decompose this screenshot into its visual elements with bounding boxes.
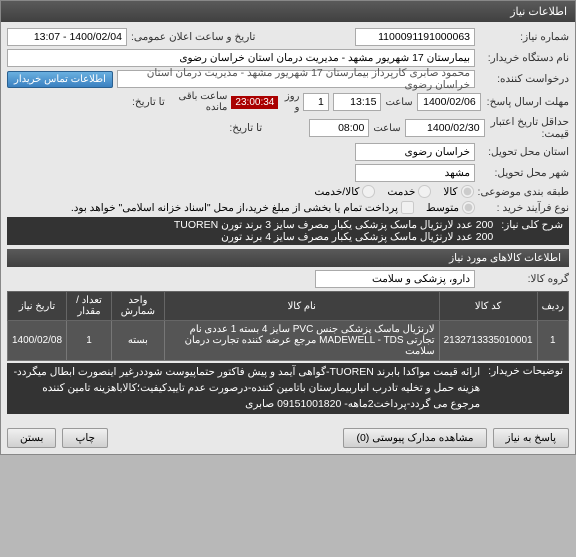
remain-label: ساعت باقی مانده	[171, 91, 228, 113]
budget-cat-label: طبقه بندی موضوعی:	[478, 186, 569, 198]
window-title: اطلاعات نیاز	[510, 6, 567, 18]
credit-min-label: حداقل تاریخ اعتبارقیمت:	[491, 116, 569, 140]
city-field: مشهد	[355, 164, 475, 182]
credit-date-field: 1400/02/30	[405, 119, 485, 137]
table-cell: بسته	[111, 321, 164, 361]
summary-strip: شرح کلی نیاز: 200 عدد لارنژیال ماسک پزشک…	[7, 217, 569, 245]
radio-mid[interactable]: متوسط	[426, 201, 475, 214]
table-row: 12132713335010001لارنژیال ماسک پزشکی جنس…	[8, 321, 569, 361]
table-cell: لارنژیال ماسک پزشکی جنس PVC سایز 4 بسته …	[164, 321, 439, 361]
radio-service[interactable]: خدمت	[387, 185, 431, 198]
reply-deadline-label: مهلت ارسال پاسخ:	[487, 96, 569, 108]
summary-line2: 200 عدد لارنژیال ماسک پزشکی یکبار مصرف س…	[174, 231, 493, 243]
to-date-label: تا تاریخ:	[132, 96, 165, 108]
notes-strip: توضیحات خریدار: ارائه قیمت مواکدا بابرند…	[7, 363, 569, 414]
reply-button[interactable]: پاسخ به نیاز	[493, 428, 569, 448]
announce-field: 1400/02/04 - 13:07	[7, 28, 127, 46]
reply-time-field: 13:15	[333, 93, 382, 111]
buyer-field: بیمارستان 17 شهریور مشهد - مدیریت درمان …	[7, 49, 475, 67]
days-field: 1	[303, 93, 328, 111]
items-table: ردیفکد کالانام کالاواحد شمارشتعداد / مقد…	[7, 291, 569, 361]
credit-to-date-label: تا تاریخ:	[229, 122, 262, 134]
table-cell: 2132713335010001	[439, 321, 537, 361]
need-no-field: 1100091191000063	[355, 28, 475, 46]
credit-time-label: ساعت	[373, 123, 400, 134]
table-cell: 1	[537, 321, 568, 361]
province-label: استان محل تحویل:	[479, 146, 569, 158]
print-button[interactable]: چاپ	[62, 428, 108, 448]
table-header: نام کالا	[164, 292, 439, 321]
reply-date-field: 1400/02/06	[417, 93, 481, 111]
table-cell: 1	[67, 321, 112, 361]
days-label: روز و	[282, 91, 299, 113]
items-section-header: اطلاعات کالاهای مورد نیاز	[7, 249, 569, 267]
radio-goods[interactable]: کالا	[443, 185, 473, 198]
budget-radio-group: کالا خدمت کالا/خدمت	[314, 185, 473, 198]
table-header: تعداد / مقدار	[67, 292, 112, 321]
group-label: گروه کالا:	[479, 273, 569, 285]
reply-time-label: ساعت	[385, 97, 412, 108]
radio-both[interactable]: کالا/خدمت	[314, 185, 375, 198]
close-button[interactable]: بستن	[7, 428, 56, 448]
check-treasury[interactable]: پرداخت تمام یا بخشی از مبلغ خرید،از محل …	[71, 201, 414, 214]
notes-text: ارائه قیمت مواکدا بابرند TUOREN-گواهی آی…	[13, 365, 480, 412]
table-header: کد کالا	[439, 292, 537, 321]
countdown-timer: 23:00:34	[231, 96, 278, 109]
buyer-label: نام دستگاه خریدار:	[479, 52, 569, 64]
credit-time-field: 08:00	[309, 119, 369, 137]
window-titlebar: اطلاعات نیاز	[1, 1, 575, 22]
table-header: تاریخ نیاز	[8, 292, 67, 321]
need-no-label: شماره نیاز:	[479, 31, 569, 43]
province-field: خراسان رضوی	[355, 143, 475, 161]
attachments-button[interactable]: مشاهده مدارک پیوستی (0)	[343, 428, 486, 448]
table-header: واحد شمارش	[111, 292, 164, 321]
requester-label: درخواست کننده:	[479, 73, 569, 85]
announce-label: تاریخ و ساعت اعلان عمومی:	[131, 31, 255, 43]
contact-button[interactable]: اطلاعات تماس خریدار	[7, 71, 113, 88]
table-header: ردیف	[537, 292, 568, 321]
requester-field: محمود صابری کارپرداز بیمارستان 17 شهریور…	[117, 70, 475, 88]
group-field: دارو، پزشکی و سلامت	[315, 270, 475, 288]
summary-label: شرح کلی نیاز:	[501, 219, 563, 243]
city-label: شهر محل تحویل:	[479, 167, 569, 179]
process-type-label: نوع فرآیند خرید :	[479, 202, 569, 214]
notes-label: توضیحات خریدار:	[488, 365, 563, 377]
table-cell: 1400/02/08	[8, 321, 67, 361]
summary-line1: 200 عدد لارنژیال ماسک پزشکی یکبار مصرف س…	[174, 219, 493, 231]
